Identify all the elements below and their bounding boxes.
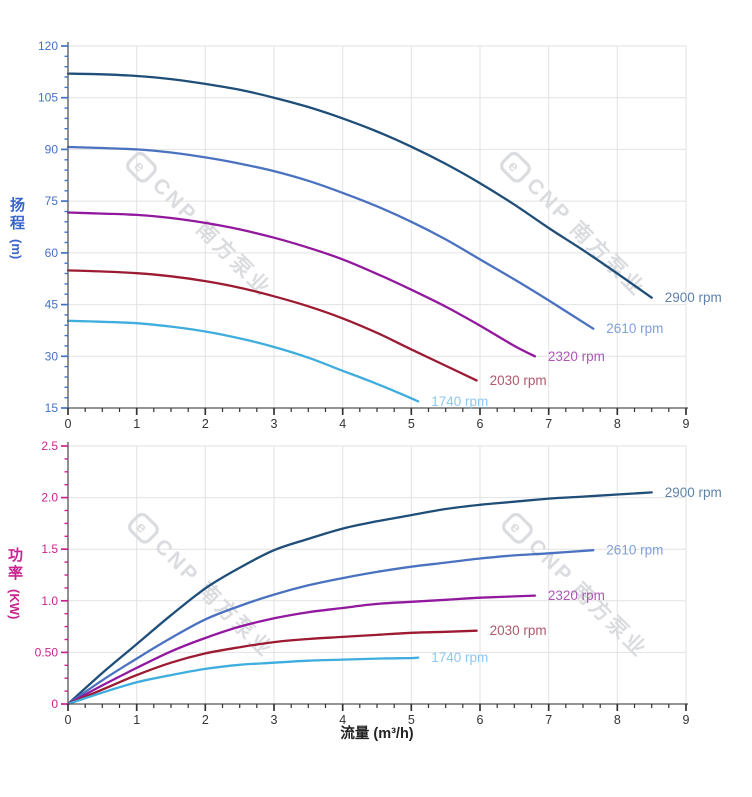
head-axis-title: 扬程 (m) (8, 197, 25, 260)
y-tick-label: 105 (38, 91, 58, 105)
power-axis-unit: (KW) (7, 589, 22, 620)
x-tick-label: 2 (202, 713, 209, 727)
x-tick-label: 2 (202, 417, 209, 431)
y-tick-label: 0 (51, 697, 58, 711)
y-tick-label: 120 (38, 39, 58, 53)
curve-label-2030-rpm: 2030 rpm (490, 623, 547, 638)
y-tick-label: 75 (45, 194, 59, 208)
cnp-logo-icon (128, 512, 159, 544)
x-tick-label: 9 (683, 417, 690, 431)
x-tick-label: 4 (339, 417, 346, 431)
x-tick-label: 3 (271, 713, 278, 727)
cnp-logo-icon (502, 512, 533, 544)
y-tick-label: 2.0 (41, 491, 58, 505)
curve-2030-rpm (66, 269, 478, 382)
curve-label-2320-rpm: 2320 rpm (548, 588, 605, 603)
curve-label-2030-rpm: 2030 rpm (490, 373, 547, 388)
x-tick-label: 3 (271, 417, 278, 431)
power-axis-title-text: 功率 (6, 547, 23, 583)
y-tick-label: 2.5 (41, 439, 58, 453)
x-tick-label: 6 (477, 713, 484, 727)
curve-label-2900-rpm: 2900 rpm (665, 485, 722, 500)
curve-2900-rpm (66, 72, 653, 299)
power-axis-title: 功率 (KW) (6, 547, 23, 620)
x-tick-label: 1 (133, 417, 140, 431)
y-tick-label: 90 (45, 142, 59, 156)
cnp-logo-icon (500, 151, 531, 183)
x-tick-label: 8 (614, 417, 621, 431)
x-tick-label: 0 (65, 417, 72, 431)
curve-2320-rpm (66, 594, 537, 706)
x-tick-label: 4 (339, 713, 346, 727)
cnp-logo-icon (126, 151, 157, 183)
curve-2030-rpm (66, 629, 478, 706)
curve-label-2900-rpm: 2900 rpm (665, 290, 722, 305)
y-tick-label: 0.50 (35, 645, 59, 659)
x-tick-label: 7 (545, 713, 552, 727)
curve-1740-rpm (66, 656, 420, 706)
x-tick-label: 6 (477, 417, 484, 431)
y-tick-label: 60 (45, 246, 59, 260)
curve-2610-rpm (66, 145, 595, 330)
y-tick-label: 30 (45, 349, 59, 363)
y-tick-label: 1.5 (41, 542, 58, 556)
curve-2610-rpm (66, 549, 595, 706)
y-tick-label: 15 (45, 401, 59, 415)
x-tick-label: 5 (408, 417, 415, 431)
y-tick-label: 1.0 (41, 594, 58, 608)
head-axis-title-text: 扬程 (8, 197, 25, 233)
curve-label-1740-rpm: 1740 rpm (431, 650, 488, 665)
curve-2320-rpm (66, 211, 537, 358)
curve-2900-rpm (66, 491, 653, 706)
y-tick-label: 45 (45, 298, 59, 312)
x-axis-title: 流量 (m³/h) (340, 724, 413, 742)
x-tick-label: 9 (683, 713, 690, 727)
curve-label-1740-rpm: 1740 rpm (431, 394, 488, 409)
x-tick-label: 1 (133, 713, 140, 727)
x-tick-label: 5 (408, 713, 415, 727)
curve-label-2610-rpm: 2610 rpm (606, 321, 663, 336)
curve-label-2610-rpm: 2610 rpm (606, 543, 663, 558)
curve-1740-rpm (66, 319, 420, 403)
head-axis-unit: (m) (9, 239, 24, 260)
x-tick-label: 0 (65, 713, 72, 727)
curve-label-2320-rpm: 2320 rpm (548, 349, 605, 364)
x-tick-label: 7 (545, 417, 552, 431)
x-tick-label: 8 (614, 713, 621, 727)
